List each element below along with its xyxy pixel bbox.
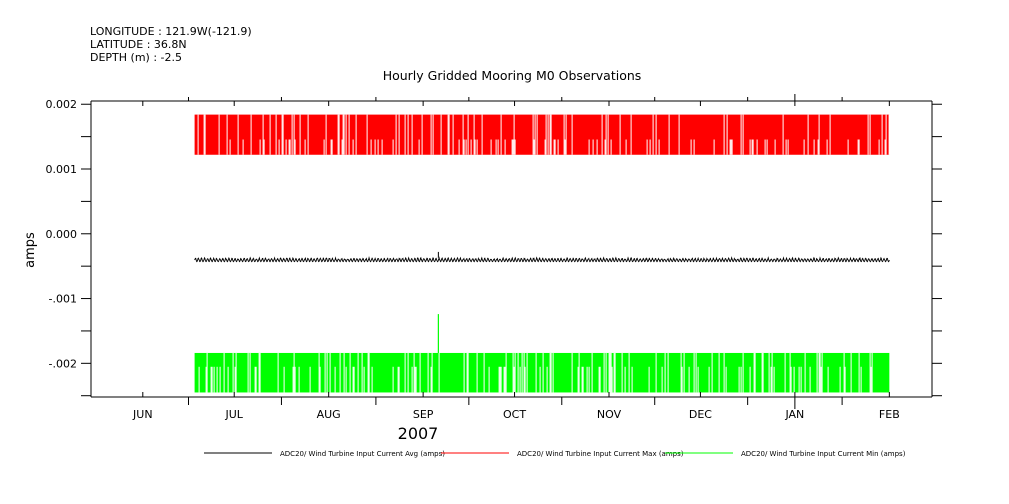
y-axis-label: amps bbox=[23, 232, 38, 268]
longitude-label: LONGITUDE : 121.9W(-121.9) bbox=[90, 25, 252, 38]
x-tick-label: AUG bbox=[317, 408, 341, 421]
series-avg bbox=[194, 251, 890, 263]
depth-label: DEPTH (m) : -2.5 bbox=[90, 51, 183, 64]
series-layer bbox=[194, 114, 890, 393]
series-max bbox=[194, 114, 890, 155]
avg-line bbox=[194, 256, 890, 263]
y-tick-label: 0.002 bbox=[46, 98, 78, 111]
x-tick-label: JAN bbox=[784, 408, 804, 421]
y-tick-label: 0.001 bbox=[46, 163, 78, 176]
x-tick-label: OCT bbox=[503, 408, 526, 421]
y-tick-label: -.002 bbox=[49, 357, 77, 370]
x-tick-label: NOV bbox=[597, 408, 622, 421]
x-tick-label: FEB bbox=[879, 408, 900, 421]
legend-label: ADC20/ Wind Turbine Input Current Max (a… bbox=[517, 450, 684, 458]
y-tick-label: -.001 bbox=[49, 293, 77, 306]
x-tick-label: JUN bbox=[132, 408, 153, 421]
latitude-label: LATITUDE : 36.8N bbox=[90, 38, 187, 51]
legend: ADC20/ Wind Turbine Input Current Avg (a… bbox=[204, 450, 906, 458]
x-tick-label: SEP bbox=[413, 408, 434, 421]
series-min bbox=[194, 314, 890, 393]
x-tick-label: DEC bbox=[689, 408, 712, 421]
chart-title: Hourly Gridded Mooring M0 Observations bbox=[382, 68, 642, 83]
plot-frame bbox=[90, 100, 933, 398]
x-axis-year-label: 2007 bbox=[398, 424, 439, 443]
legend-label: ADC20/ Wind Turbine Input Current Min (a… bbox=[741, 450, 906, 458]
y-axis: 0.002 0.001 0.000 -.001 -.002 bbox=[46, 98, 942, 397]
y-tick-label: 0.000 bbox=[46, 228, 78, 241]
series-band bbox=[194, 114, 890, 155]
legend-label: ADC20/ Wind Turbine Input Current Avg (a… bbox=[280, 450, 445, 458]
x-axis: JUN JUL AUG SEP OCT NOV DEC JAN FEB bbox=[132, 94, 900, 421]
x-tick-label: JUL bbox=[224, 408, 243, 421]
